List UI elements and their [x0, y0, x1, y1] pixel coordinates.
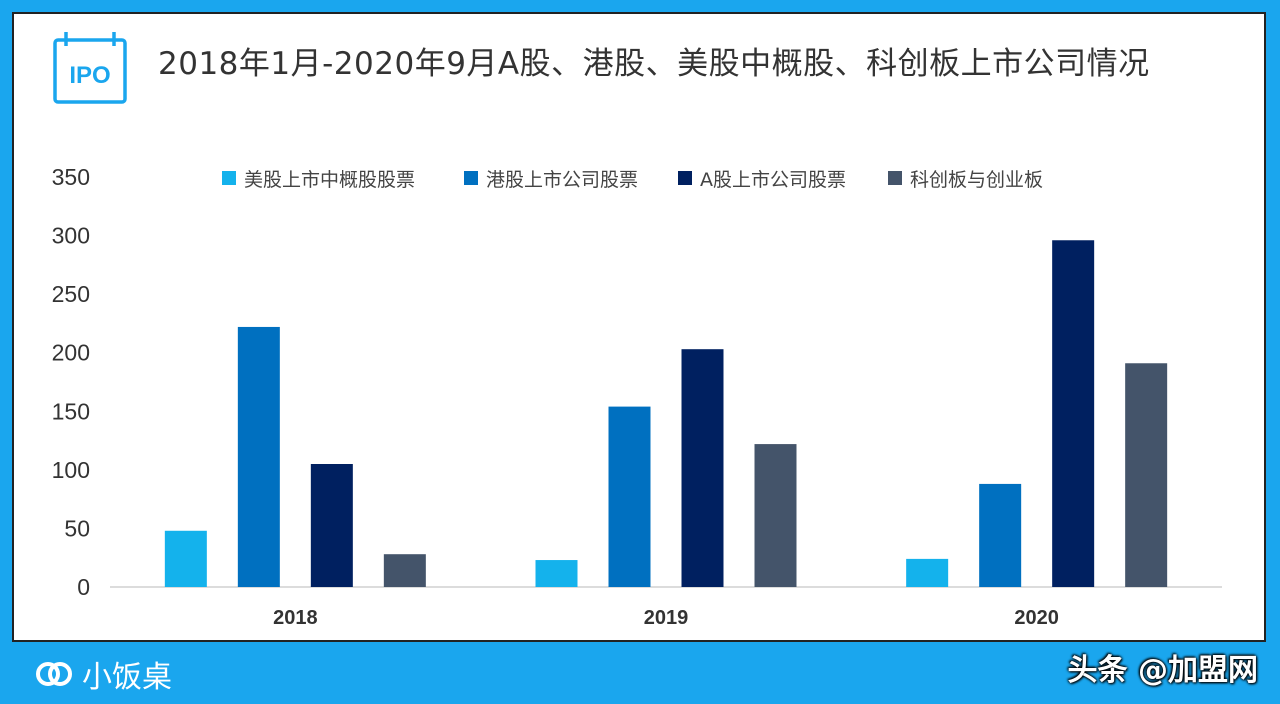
bar [1125, 363, 1168, 587]
legend-label: A股上市公司股票 [700, 169, 846, 191]
x-tick-label: 2018 [273, 607, 318, 629]
y-tick-label: 250 [52, 281, 90, 307]
bar [535, 560, 578, 587]
y-tick-label: 100 [52, 457, 90, 483]
legend-swatch [678, 171, 692, 185]
bar [906, 558, 949, 587]
source-watermark: 头条 @加盟网 [1067, 653, 1258, 688]
legend-swatch [888, 171, 902, 185]
page-title: 2018年1月-2020年9月A股、港股、美股中概股、科创板上市公司情况 [158, 46, 1150, 82]
y-tick-label: 300 [52, 223, 90, 249]
legend-label: 港股上市公司股票 [486, 169, 638, 191]
bar [681, 349, 724, 587]
x-tick-label: 2020 [1014, 607, 1059, 629]
bar [1052, 240, 1095, 587]
bar [754, 444, 797, 587]
bar [608, 406, 651, 587]
bar [310, 464, 353, 587]
y-tick-label: 0 [77, 574, 90, 600]
ipo-badge-text: IPO [69, 62, 110, 89]
legend-label: 科创板与创业板 [910, 169, 1043, 191]
x-tick-label: 2019 [644, 607, 689, 629]
bar [237, 326, 280, 587]
y-tick-label: 350 [52, 164, 90, 190]
bar [164, 530, 207, 587]
brand-logo: 小饭桌 [32, 652, 172, 696]
legend-swatch [464, 171, 478, 185]
brand-name: 小饭桌 [82, 660, 172, 695]
y-tick-label: 50 [64, 515, 90, 541]
legend-label: 美股上市中概股股票 [244, 169, 415, 191]
y-tick-label: 200 [52, 340, 90, 366]
y-tick-label: 150 [52, 398, 90, 424]
bar [979, 483, 1022, 587]
legend-swatch [222, 171, 236, 185]
brand-knot-icon [36, 662, 72, 686]
ipo-calendar-icon: IPO [53, 32, 127, 104]
bar [383, 554, 426, 587]
